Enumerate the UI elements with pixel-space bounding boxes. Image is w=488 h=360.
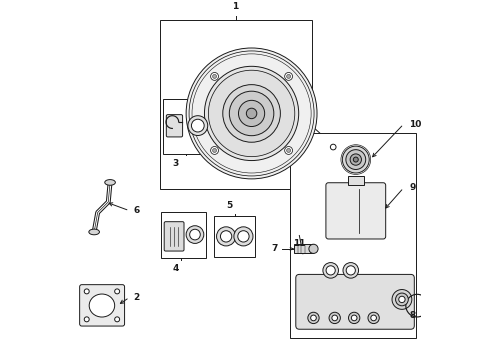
Circle shape (308, 244, 317, 253)
Circle shape (284, 147, 292, 154)
FancyBboxPatch shape (80, 285, 124, 326)
Circle shape (216, 227, 235, 246)
Circle shape (349, 154, 361, 165)
Circle shape (210, 72, 218, 80)
Circle shape (189, 229, 200, 240)
Circle shape (238, 100, 264, 126)
FancyBboxPatch shape (295, 274, 413, 329)
Circle shape (223, 85, 280, 142)
Text: 4: 4 (172, 265, 178, 274)
Circle shape (114, 317, 120, 322)
Circle shape (348, 312, 359, 324)
Circle shape (187, 116, 207, 135)
Circle shape (353, 157, 358, 162)
Circle shape (208, 70, 294, 157)
Text: 3: 3 (172, 159, 178, 168)
FancyBboxPatch shape (325, 183, 385, 239)
FancyBboxPatch shape (166, 114, 182, 137)
Circle shape (367, 312, 379, 324)
Circle shape (391, 289, 411, 309)
Circle shape (350, 315, 356, 321)
Circle shape (286, 75, 290, 78)
Bar (290, 133, 415, 338)
Bar (214, 216, 255, 257)
Text: 2: 2 (133, 293, 139, 302)
Circle shape (220, 231, 231, 242)
Circle shape (328, 312, 340, 324)
Text: 6: 6 (133, 206, 139, 215)
Text: 5: 5 (226, 201, 232, 210)
Text: 10: 10 (408, 120, 421, 129)
Circle shape (191, 119, 204, 132)
Bar (159, 20, 311, 189)
Circle shape (342, 262, 358, 278)
Bar (293, 244, 313, 253)
Ellipse shape (89, 229, 99, 235)
Bar (347, 176, 363, 185)
Text: 9: 9 (408, 183, 414, 192)
Circle shape (210, 147, 218, 154)
Circle shape (325, 266, 335, 275)
Circle shape (204, 66, 298, 161)
Circle shape (286, 148, 290, 152)
Text: 8: 8 (408, 311, 414, 320)
Circle shape (246, 108, 256, 119)
Circle shape (212, 75, 216, 78)
Text: 11: 11 (292, 239, 305, 248)
Circle shape (322, 262, 338, 278)
Circle shape (237, 231, 248, 242)
Circle shape (342, 146, 368, 173)
Circle shape (233, 227, 252, 246)
Ellipse shape (89, 294, 114, 317)
Bar (163, 99, 209, 154)
Circle shape (212, 148, 216, 152)
Circle shape (346, 266, 355, 275)
Text: 1: 1 (232, 2, 238, 11)
Circle shape (284, 72, 292, 80)
Circle shape (186, 48, 316, 179)
Circle shape (84, 317, 89, 322)
Circle shape (398, 296, 404, 303)
Circle shape (310, 315, 316, 321)
Circle shape (331, 315, 337, 321)
FancyBboxPatch shape (164, 222, 183, 251)
Circle shape (307, 312, 319, 324)
Circle shape (330, 144, 335, 150)
Ellipse shape (104, 180, 115, 185)
Circle shape (395, 293, 407, 306)
Circle shape (345, 150, 365, 170)
Circle shape (114, 289, 120, 294)
Bar (161, 212, 205, 258)
Circle shape (186, 226, 203, 243)
Text: 7: 7 (271, 244, 278, 253)
Circle shape (229, 91, 273, 136)
Circle shape (84, 289, 89, 294)
Circle shape (370, 315, 376, 321)
